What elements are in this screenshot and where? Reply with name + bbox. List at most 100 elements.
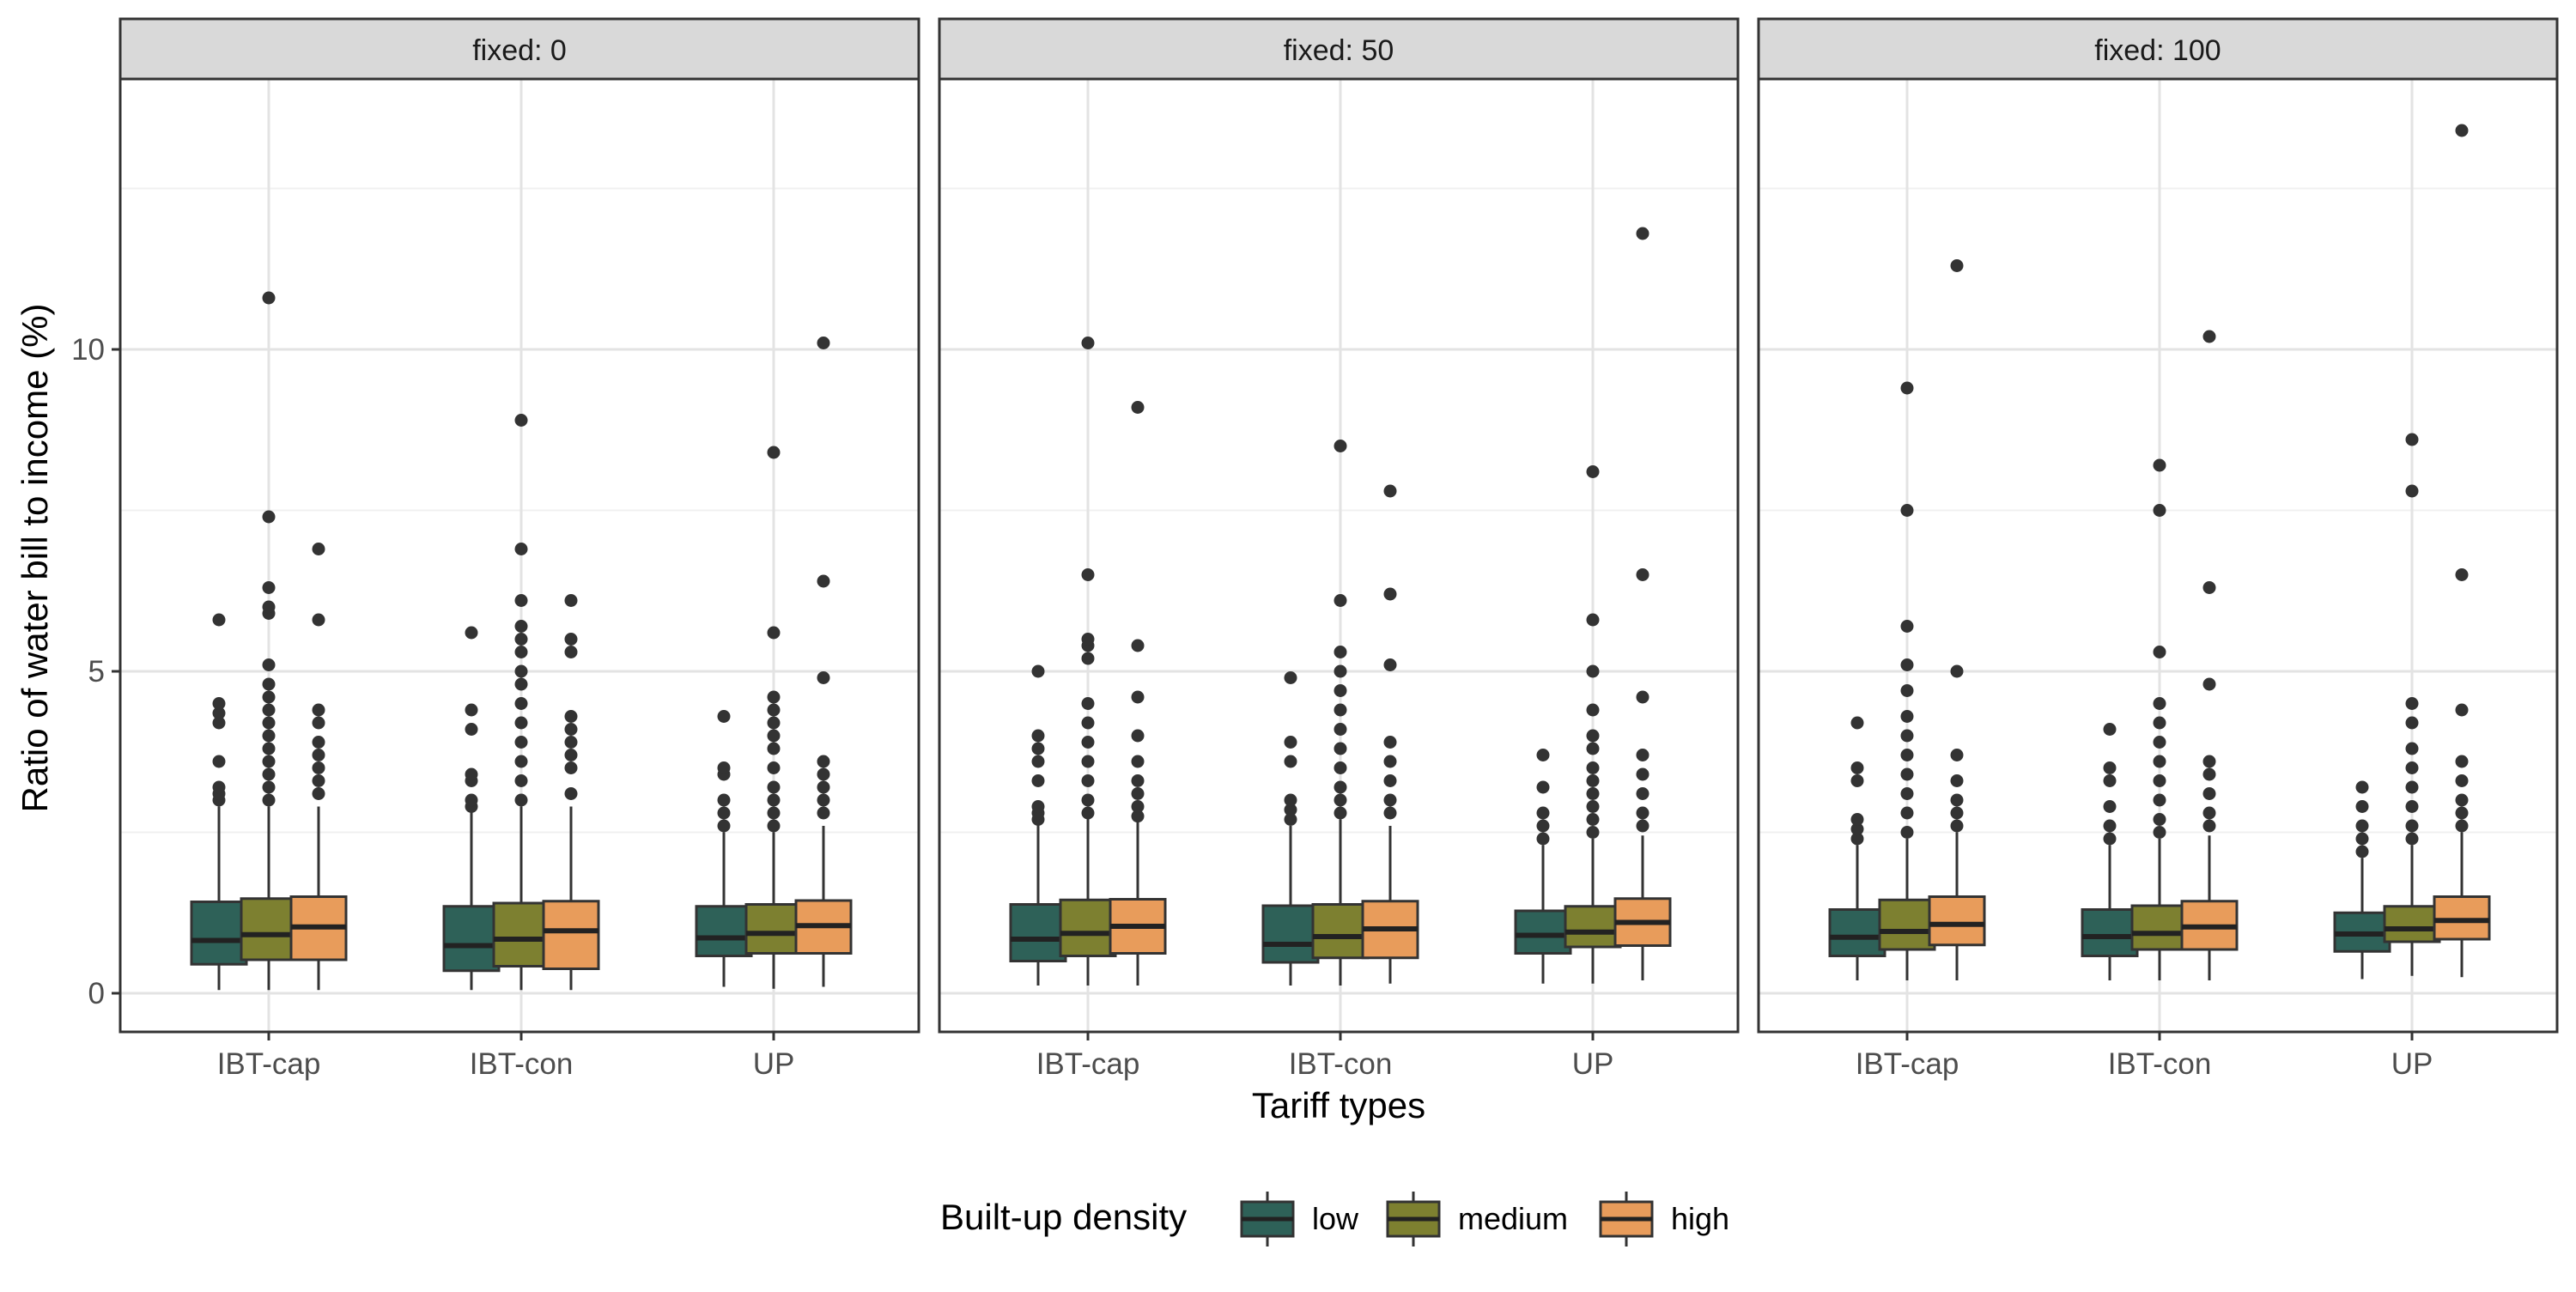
- outlier-point: [1383, 587, 1397, 601]
- outlier-point: [1081, 716, 1095, 730]
- outlier-point: [2202, 330, 2216, 343]
- panels-layer: fixed: 0 IBT-cap IBT-con UP 0 5 10 fixed: 50 IBT…: [71, 17, 2559, 1081]
- outlier-point: [514, 633, 528, 646]
- outlier-point: [817, 574, 830, 588]
- outlier-point: [1586, 800, 1600, 813]
- outlier-point: [262, 767, 276, 781]
- outlier-point: [767, 446, 781, 459]
- outlier-point: [514, 543, 528, 555]
- outlier-point: [2202, 806, 2216, 820]
- outlier-point: [2103, 800, 2117, 813]
- outlier-point: [564, 594, 578, 607]
- outlier-point: [312, 787, 325, 800]
- outlier-point: [465, 703, 478, 717]
- box-body: [1828, 908, 1886, 957]
- outlier-point: [212, 707, 226, 720]
- outlier-point: [1284, 793, 1297, 807]
- box-UP-medium: [1564, 465, 1622, 984]
- box-body: [1261, 904, 1320, 964]
- outlier-point: [262, 510, 276, 524]
- outlier-point: [767, 761, 781, 774]
- outlier-point: [1334, 440, 1347, 452]
- outlier-point: [212, 755, 226, 768]
- x-tick-label: IBT-con: [1289, 1047, 1393, 1081]
- box-IBT-cap-medium: [1878, 381, 1936, 980]
- outlier-point: [1031, 742, 1045, 755]
- outlier-point: [2103, 761, 2117, 774]
- outlier-point: [1950, 664, 1964, 678]
- outlier-point: [767, 780, 781, 794]
- box-body: [1059, 898, 1117, 957]
- outlier-point: [1950, 749, 1964, 761]
- facet-strip-label: fixed: 0: [472, 34, 567, 67]
- outlier-point: [1081, 697, 1095, 710]
- box-IBT-cap-medium: [240, 291, 298, 991]
- outlier-point: [514, 697, 528, 710]
- outlier-point: [212, 697, 226, 710]
- box-IBT-con-medium: [1311, 440, 1370, 986]
- outlier-point: [1334, 742, 1347, 755]
- outlier-point: [2455, 124, 2469, 137]
- outlier-point: [1586, 774, 1600, 787]
- outlier-point: [2405, 716, 2419, 730]
- box-UP-low: [695, 710, 753, 987]
- outlier-point: [262, 755, 276, 768]
- outlier-point: [2103, 723, 2117, 736]
- outlier-point: [1586, 813, 1600, 826]
- x-axis-title: Tariff types: [1252, 1085, 1425, 1125]
- outlier-point: [1586, 613, 1600, 627]
- outlier-point: [262, 716, 276, 730]
- outlier-point: [2202, 767, 2216, 781]
- facet-panel-2: fixed: 100 IBT-cap IBT-con UP: [1757, 17, 2559, 1081]
- outlier-point: [1850, 822, 1864, 836]
- outlier-point: [212, 613, 226, 627]
- outlier-point: [1081, 755, 1095, 768]
- outlier-point: [1636, 819, 1649, 833]
- outlier-point: [717, 793, 731, 807]
- facet-panel-0: fixed: 0 IBT-cap IBT-con UP 0 5 10: [71, 17, 920, 1081]
- outlier-point: [2202, 755, 2216, 768]
- outlier-point: [465, 793, 478, 807]
- box-IBT-con-high: [2180, 330, 2239, 980]
- outlier-point: [767, 793, 781, 807]
- outlier-point: [1900, 787, 1914, 800]
- outlier-point: [312, 736, 325, 749]
- outlier-point: [1850, 774, 1864, 787]
- outlier-point: [1031, 774, 1045, 787]
- outlier-point: [767, 626, 781, 640]
- box-body: [1564, 905, 1622, 949]
- outlier-point: [262, 793, 276, 807]
- outlier-point: [1900, 749, 1914, 761]
- outlier-point: [2405, 742, 2419, 755]
- outlier-point: [1900, 806, 1914, 820]
- legend-entry-low: low: [1240, 1192, 1359, 1247]
- panel-background: [939, 79, 1738, 1032]
- outlier-point: [2355, 800, 2369, 813]
- outlier-point: [465, 723, 478, 736]
- outlier-point: [514, 646, 528, 658]
- outlier-point: [1334, 646, 1347, 658]
- outlier-point: [1850, 813, 1864, 826]
- outlier-point: [564, 736, 578, 749]
- outlier-point: [1536, 749, 1550, 761]
- outlier-point: [717, 819, 731, 833]
- legend-label: high: [1671, 1201, 1729, 1236]
- outlier-point: [1284, 803, 1297, 816]
- outlier-point: [2355, 780, 2369, 794]
- outlier-point: [1586, 703, 1600, 717]
- outlier-point: [312, 543, 325, 555]
- outlier-point: [1536, 819, 1550, 833]
- outlier-point: [1334, 793, 1347, 807]
- outlier-point: [312, 613, 325, 627]
- outlier-point: [767, 690, 781, 704]
- box-IBT-cap-medium: [1059, 337, 1117, 986]
- outlier-point: [1031, 755, 1045, 768]
- facet-strip: [118, 17, 920, 81]
- outlier-point: [2103, 832, 2117, 846]
- box-UP-medium: [744, 446, 803, 989]
- box-IBT-cap-low: [190, 613, 248, 991]
- outlier-point: [1081, 568, 1095, 581]
- outlier-point: [1383, 774, 1397, 787]
- outlier-point: [2153, 504, 2166, 517]
- outlier-point: [767, 703, 781, 717]
